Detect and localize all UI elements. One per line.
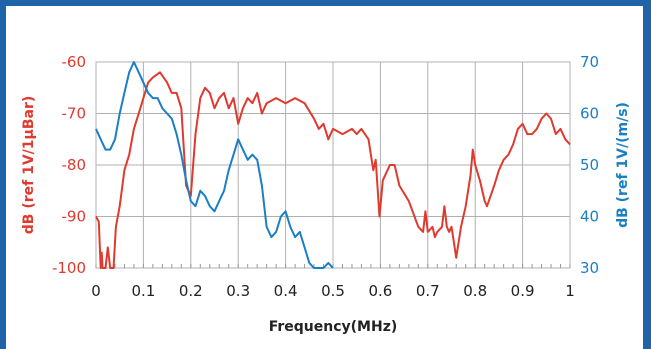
x-tick-label: 0.5 [321,282,345,300]
left-tick-label: -90 [62,208,87,226]
right-axis-ticks: 70 60 50 40 30 [580,53,599,277]
right-tick-label: 30 [580,259,599,277]
x-tick-label: 0 [91,282,101,300]
series-line-right-axis [95,61,334,269]
right-tick-label: 70 [580,53,599,71]
left-tick-label: -60 [62,53,87,71]
left-tick-label: -100 [52,259,86,277]
series-lines [95,61,571,269]
left-tick-label: -80 [62,156,87,174]
x-tick-label: 0.1 [131,282,155,300]
x-tick-label: 0.9 [511,282,535,300]
right-tick-label: 60 [580,105,599,123]
right-tick-label: 40 [580,208,599,226]
x-tick-label: 0.4 [274,282,298,300]
grid [95,61,571,269]
x-tick-label: 0.6 [368,282,392,300]
x-tick-label: 0.7 [416,282,440,300]
x-axis-title: Frequency(MHz) [269,319,398,335]
series-line-left-axis [95,71,571,269]
x-tick-label: 1 [565,282,575,300]
left-axis-title: dB (ref 1V/1μBar) [21,96,37,234]
x-tick-label: 0.2 [179,282,203,300]
left-tick-label: -70 [62,105,87,123]
x-axis-ticks: 0 0.1 0.2 0.3 0.4 0.5 0.6 0.7 0.8 0.9 1 [91,282,575,300]
left-axis-ticks: -60 -70 -80 -90 -100 [52,53,86,277]
x-tick-label: 0.8 [463,282,487,300]
right-tick-label: 50 [580,156,599,174]
right-axis-title: dB (ref 1V/(m/s) [615,102,631,228]
x-tick-label: 0.3 [226,282,250,300]
